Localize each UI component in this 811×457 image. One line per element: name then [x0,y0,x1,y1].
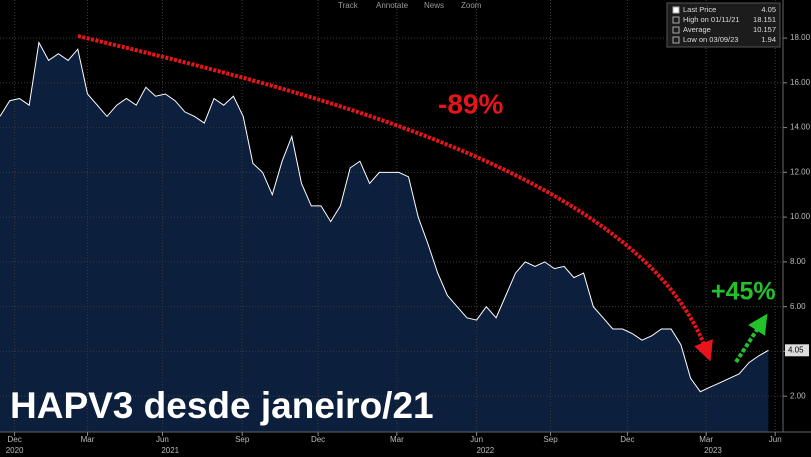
legend-value: 4.05 [761,5,776,14]
y-tick-label: 10.00 [790,212,811,221]
x-tick-label: Sep [543,435,558,444]
x-tick-label: Jun [769,435,782,444]
legend-swatch [672,26,680,34]
x-tick-label: Sep [235,435,250,444]
legend-value: 1.94 [761,35,776,44]
y-tick-label: 18.00 [790,33,811,42]
x-tick-label: Dec [311,435,325,444]
last-price-box [785,344,809,357]
toolbar: Track Annotate News Zoom [338,1,482,10]
legend-box [666,2,781,48]
price-line [0,40,769,393]
x-tick-label: Mar [699,435,713,444]
y-tick-label: 8.00 [790,257,806,266]
legend-swatch [672,6,680,14]
x-tick-label: Mar [390,435,404,444]
legend-value: 18.151 [753,15,776,24]
legend-swatch [672,16,680,24]
year-label: 2021 [161,446,179,455]
plot-area [0,0,783,432]
year-label: 2023 [704,446,722,455]
x-tick-label: Dec [7,435,21,444]
legend: Last Price 4.05 High on 01/11/21 18.151 Aver… [666,2,781,48]
x-tick-label: Jun [156,435,169,444]
decline-arrow [77,34,713,362]
y-tick-label: 12.00 [790,167,811,176]
legend-label: Average [683,25,711,34]
toolbar-button[interactable]: Zoom [461,1,482,10]
x-tick-label: Jun [470,435,483,444]
y-tick-label: 14.00 [790,123,811,132]
last-price-label: 4.05 [788,345,804,354]
legend-label: High on 01/11/21 [683,15,740,24]
toolbar-button[interactable]: News [424,1,444,10]
legend-label: Low on 03/09/23 [683,35,738,44]
decline-label: -89% [438,88,503,119]
year-label: 2020 [6,446,24,455]
rise-label: +45% [711,278,776,306]
y-tick-label: 2.00 [790,391,806,400]
rise-arrow [734,313,768,364]
legend-label: Last Price [683,5,716,14]
chart-title: HAPV3 desde janeiro/21 [10,385,434,426]
y-tick-label: 16.00 [790,78,811,87]
x-tick-label: Dec [620,435,634,444]
area-fill [0,42,769,432]
y-tick-label: 6.00 [790,302,806,311]
toolbar-button[interactable]: Track [338,1,359,10]
x-tick-label: Mar [81,435,95,444]
legend-swatch [672,36,680,44]
year-label: 2022 [476,446,494,455]
legend-value: 10.157 [753,25,776,34]
toolbar-button[interactable]: Annotate [376,1,409,10]
